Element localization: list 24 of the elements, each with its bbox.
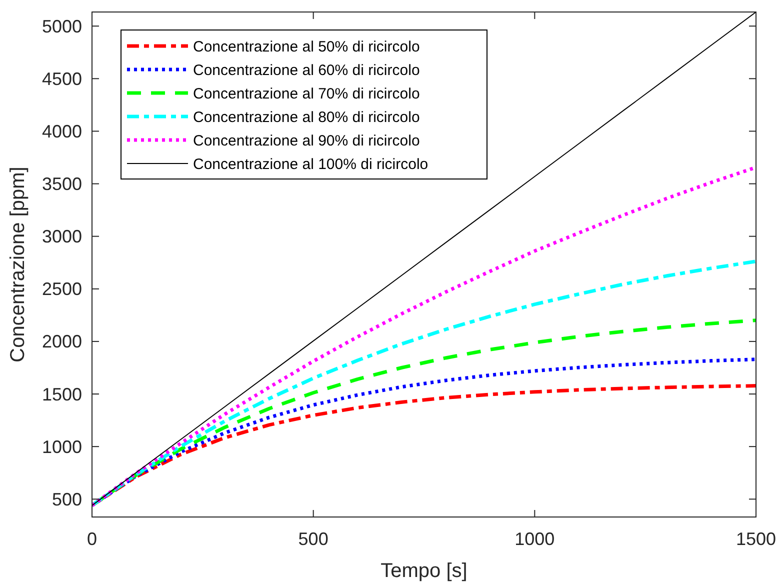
- legend-label: Concentrazione al 100% di ricircolo: [193, 156, 428, 173]
- y-tick-label: 1500: [42, 384, 82, 404]
- x-tick-label: 0: [86, 529, 98, 549]
- x-tick-label: 1000: [514, 529, 555, 549]
- x-axis-title: Tempo [s]: [380, 560, 468, 582]
- y-tick-label: 4000: [42, 122, 82, 142]
- legend-label: Concentrazione al 50% di ricircolo: [193, 38, 420, 56]
- legend-label: Concentrazione al 90% di ricircolo: [193, 132, 420, 150]
- legend-label: Concentrazione al 80% di ricircolo: [193, 108, 420, 126]
- x-tick-label: 500: [298, 529, 328, 549]
- y-tick-label: 2000: [42, 332, 82, 352]
- y-tick-label: 5000: [42, 16, 82, 36]
- line-series: [92, 12, 756, 506]
- y-tick-label: 3500: [42, 174, 82, 194]
- legend-label: Concentrazione al 60% di ricircolo: [193, 62, 420, 79]
- y-tick-label: 2500: [42, 279, 82, 300]
- y-tick-label: 500: [52, 489, 82, 510]
- line-series: [92, 260, 756, 508]
- y-axis-title: Concentrazione [ppm]: [7, 166, 29, 362]
- x-tick-label: 1500: [736, 529, 776, 549]
- y-tick-label: 3000: [42, 226, 82, 247]
- legend-label: Concentrazione al 70% di ricircolo: [193, 85, 420, 102]
- y-tick-label: 1000: [42, 436, 82, 457]
- y-tick-label: 4500: [42, 68, 82, 89]
